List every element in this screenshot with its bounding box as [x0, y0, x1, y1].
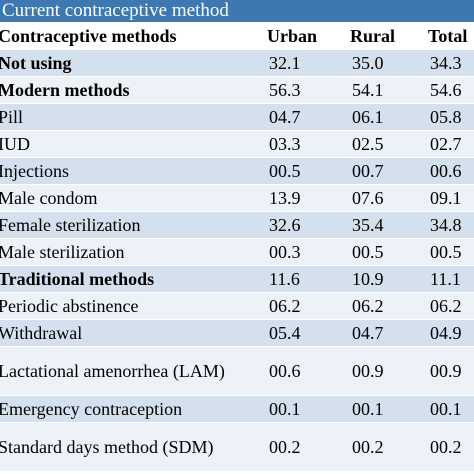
row-method-name: Male sterilization — [0, 238, 265, 266]
row-rural-value: 06.1 — [348, 103, 426, 131]
row-rural-value: 00.9 — [348, 346, 426, 396]
row-urban-value: 06.2 — [265, 292, 348, 320]
row-total-value: 00.5 — [426, 238, 474, 266]
row-urban-value: 03.3 — [265, 130, 348, 158]
header-total: Total — [426, 22, 474, 50]
table-row: Periodic abstinence 06.2 06.2 06.2 — [0, 292, 474, 320]
row-method-name: Emergency contraception — [0, 395, 265, 423]
row-urban-value: 04.7 — [265, 103, 348, 131]
row-urban-value: 00.2 — [265, 422, 348, 472]
header-urban: Urban — [265, 22, 348, 50]
row-rural-value: 02.5 — [348, 130, 426, 158]
row-urban-value: 56.3 — [265, 76, 348, 104]
row-method-name: Standard days method (SDM) — [0, 422, 265, 472]
header-rural: Rural — [348, 22, 426, 50]
row-rural-value: 00.5 — [348, 238, 426, 266]
row-total-value: 11.1 — [426, 265, 474, 293]
row-urban-value: 32.6 — [265, 211, 348, 239]
row-rural-value: 54.1 — [348, 76, 426, 104]
table-row: Male sterilization 00.3 00.5 00.5 — [0, 238, 474, 266]
row-total-value: 00.1 — [426, 395, 474, 423]
row-urban-value: 32.1 — [265, 50, 348, 77]
row-method-name: Modern methods — [0, 76, 265, 104]
row-method-name: Male condom — [0, 184, 265, 212]
table-row: Pill 04.7 06.1 05.8 — [0, 103, 474, 131]
row-urban-value: 11.6 — [265, 265, 348, 293]
row-total-value: 04.9 — [426, 319, 474, 347]
row-urban-value: 05.4 — [265, 319, 348, 347]
row-rural-value: 00.2 — [348, 422, 426, 472]
row-method-name: Injections — [0, 157, 265, 185]
row-method-name: Pill — [0, 103, 265, 131]
header-methods: Contraceptive methods — [0, 22, 265, 50]
row-rural-value: 06.2 — [348, 292, 426, 320]
row-total-value: 00.2 — [426, 422, 474, 472]
row-total-value: 00.9 — [426, 346, 474, 396]
table-row: Standard days method (SDM) 00.2 00.2 00.2 — [0, 422, 474, 472]
row-method-name: IUD — [0, 130, 265, 158]
row-method-name: Not using — [0, 50, 265, 77]
row-rural-value: 04.7 — [348, 319, 426, 347]
row-rural-value: 00.7 — [348, 157, 426, 185]
table-row: Emergency contraception 00.1 00.1 00.1 — [0, 395, 474, 423]
table-row: Withdrawal 05.4 04.7 04.9 — [0, 319, 474, 347]
table-row: Traditional methods 11.6 10.9 11.1 — [0, 265, 474, 293]
row-method-name: Withdrawal — [0, 319, 265, 347]
row-total-value: 09.1 — [426, 184, 474, 212]
table-row: Male condom 13.9 07.6 09.1 — [0, 184, 474, 212]
table-row: IUD 03.3 02.5 02.7 — [0, 130, 474, 158]
table-row: Modern methods 56.3 54.1 54.6 — [0, 76, 474, 104]
row-method-name: Periodic abstinence — [0, 292, 265, 320]
row-total-value: 54.6 — [426, 76, 474, 104]
table-row: Injections 00.5 00.7 00.6 — [0, 157, 474, 185]
table-title: Current contraceptive method — [0, 0, 474, 22]
row-rural-value: 00.1 — [348, 395, 426, 423]
row-total-value: 00.6 — [426, 157, 474, 185]
row-total-value: 34.8 — [426, 211, 474, 239]
row-urban-value: 13.9 — [265, 184, 348, 212]
row-rural-value: 10.9 — [348, 265, 426, 293]
table-row: Lactational amenorrhea (LAM) 00.6 00.9 00.9 — [0, 346, 474, 396]
header-row: Contraceptive methods Urban Rural Total — [0, 22, 474, 50]
row-total-value: 06.2 — [426, 292, 474, 320]
row-total-value: 34.3 — [426, 50, 474, 77]
row-rural-value: 07.6 — [348, 184, 426, 212]
row-total-value: 02.7 — [426, 130, 474, 158]
table-row: Female sterilization 32.6 35.4 34.8 — [0, 211, 474, 239]
row-method-name: Female sterilization — [0, 211, 265, 239]
row-urban-value: 00.6 — [265, 346, 348, 396]
row-rural-value: 35.0 — [348, 50, 426, 77]
row-urban-value: 00.5 — [265, 157, 348, 185]
row-rural-value: 35.4 — [348, 211, 426, 239]
table-row: Not using 32.1 35.0 34.3 — [0, 50, 474, 77]
row-method-name: Traditional methods — [0, 265, 265, 293]
row-urban-value: 00.1 — [265, 395, 348, 423]
row-method-name: Lactational amenorrhea (LAM) — [0, 346, 265, 396]
table-body: Not using 32.1 35.0 34.3 Modern methods 56.3 5… — [0, 50, 474, 472]
contraceptive-table: Contraceptive methods Urban Rural Total … — [0, 22, 474, 472]
row-total-value: 05.8 — [426, 103, 474, 131]
row-urban-value: 00.3 — [265, 238, 348, 266]
